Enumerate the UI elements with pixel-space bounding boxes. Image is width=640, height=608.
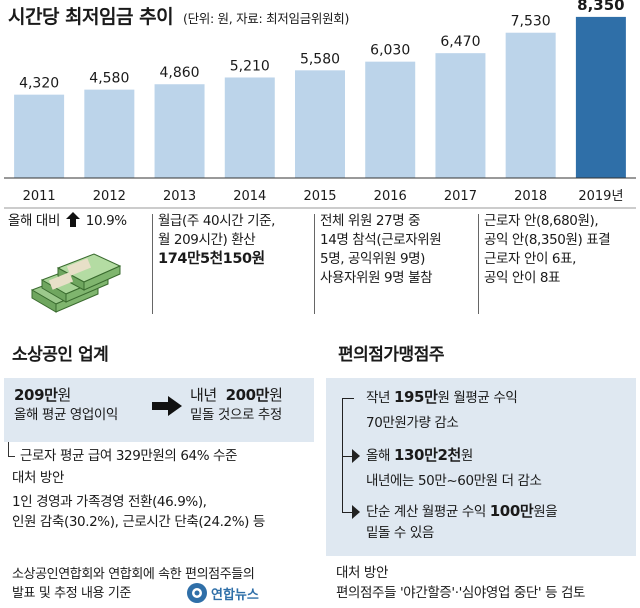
right-highlight-box	[326, 378, 636, 556]
timeline-arrow-icon	[352, 505, 360, 519]
right-countermeasure: 편의점주들 '야간할증'·'심야영업 중단' 등 검토	[336, 585, 586, 601]
item-prefix: 단순 계산 월평균 수익	[366, 504, 486, 520]
x-tick-label: 2015	[303, 189, 336, 204]
info-divider	[314, 214, 315, 314]
vote-line: 근로자 안(8,680원),	[484, 213, 599, 229]
bar-2018	[505, 32, 556, 178]
right-countermeasure-title: 대처 방안	[336, 565, 388, 581]
bar-value-label: 8,350	[577, 0, 624, 14]
bar-2019년	[575, 16, 626, 178]
item-prefix: 작년	[366, 390, 391, 406]
left-countermeasure-1: 1인 경영과 가족경영 전환(46.9%),	[12, 494, 207, 510]
up-arrow-icon	[65, 212, 80, 233]
x-tick-label: 2013	[163, 189, 196, 204]
bar-value-label: 6,470	[440, 34, 480, 50]
committee-line: 사용자위원 9명 불참	[320, 270, 433, 286]
right-item-3-sub: 밑돌 수 있음	[366, 525, 434, 541]
committee-line: 14명 참석(근로자위원	[320, 232, 442, 248]
next-profit: 내년 200만원	[190, 386, 283, 405]
info-col-1: 올해 대비 10.9%	[8, 212, 127, 233]
x-tick-label: 2019년	[578, 189, 623, 204]
bar-value-label: 4,580	[89, 71, 129, 87]
item-suffix: 원 월평균 수익	[437, 390, 518, 406]
vote-line: 공익 안이 8표	[484, 270, 561, 286]
right-item-3: 단순 계산 월평균 수익 100만원을	[366, 502, 558, 522]
item-suffix: 원	[460, 448, 473, 464]
next-year-text: 내년	[190, 386, 217, 404]
committee-line: 전체 위원 27명 중	[320, 213, 421, 229]
info-col-3: 전체 위원 27명 중 14명 참석(근로자위원 5명, 공익위원 9명) 사용…	[320, 212, 442, 288]
yoy-label: 올해 대비	[8, 213, 60, 229]
x-tick-label: 2014	[233, 189, 266, 204]
bar-2012	[84, 89, 135, 178]
right-item-1: 작년 195만원 월평균 수익	[366, 388, 518, 408]
x-tick-label: 2016	[374, 189, 407, 204]
page-subtitle: (단위: 원, 자료: 최저임금위원회)	[183, 11, 350, 26]
info-divider	[478, 214, 479, 314]
committee-line: 5명, 공익위원 9명)	[320, 251, 426, 267]
monthly-wage-line: 월 209시간) 환산	[158, 232, 256, 248]
timeline-tick	[342, 512, 354, 513]
x-tick-label: 2011	[23, 189, 56, 204]
info-col-2: 월급(주 40시간 기준, 월 209시간) 환산 174만5천150원	[158, 212, 275, 269]
left-countermeasure-2: 인원 감축(30.2%), 근로시간 단축(24.2%) 등	[12, 514, 265, 530]
x-tick-label: 2012	[93, 189, 126, 204]
monthly-wage-line: 월급(주 40시간 기준,	[158, 213, 276, 229]
next-profit-label: 밑돌 것으로 추정	[190, 407, 282, 423]
right-item-2-sub: 내년에는 50만~60만원 더 감소	[366, 473, 542, 489]
next-profit-amount: 200만	[225, 386, 270, 404]
bar-2011	[14, 94, 65, 178]
bar-value-label: 5,210	[230, 58, 270, 74]
right-section-title: 편의점가맹점주	[338, 345, 444, 365]
bar-value-label: 4,320	[19, 76, 59, 92]
item-amount: 130만2천	[393, 446, 461, 464]
yonhap-logo: 연합뉴스	[186, 582, 259, 604]
bar-2013	[154, 84, 205, 178]
bar-value-label: 5,580	[300, 51, 340, 67]
timeline-line	[342, 398, 343, 512]
money-stack-icon	[28, 246, 128, 322]
bar-chart: 4,320 2011 4,580 2012 4,860 2013 5,210 2014 5,58…	[4, 0, 636, 209]
yonhap-logo-icon	[187, 583, 207, 603]
bar-2017	[435, 53, 486, 179]
item-amount: 100만	[489, 502, 534, 520]
bar-value-label: 7,530	[511, 14, 551, 30]
timeline-tick	[342, 398, 354, 399]
info-col-4: 근로자 안(8,680원), 공익 안(8,350원) 표결 근로자 안이 6표…	[484, 212, 611, 288]
x-tick-label: 2017	[444, 189, 477, 204]
left-section-title: 소상공인 업계	[12, 345, 109, 365]
yonhap-logo-text: 연합뉴스	[211, 587, 259, 603]
bar-2014	[224, 77, 275, 178]
source-note-2: 발표 및 추정 내용 기준	[12, 586, 131, 601]
connector-line	[8, 442, 15, 457]
right-item-1-sub: 70만원가량 감소	[366, 415, 459, 431]
unit-text: 원	[57, 386, 72, 404]
right-arrow-icon	[152, 396, 182, 420]
timeline-arrow-icon	[352, 449, 360, 463]
right-item-2: 올해 130만2천원	[366, 446, 473, 466]
timeline-tick	[342, 456, 354, 457]
bar-2015	[295, 70, 345, 178]
left-countermeasure-title: 대처 방안	[12, 470, 64, 486]
bar-2016	[365, 61, 416, 178]
yoy-value: 10.9%	[85, 213, 127, 229]
vote-line: 공익 안(8,350원) 표결	[484, 232, 611, 248]
item-prefix: 올해	[366, 448, 391, 464]
salary-ratio-text: 근로자 평균 급여 329만원의 64% 수준	[20, 448, 238, 464]
current-profit-label: 올해 평균 영업이익	[14, 407, 118, 423]
vote-line: 근로자 안이 6표,	[484, 251, 576, 267]
info-divider	[152, 214, 153, 314]
item-amount: 195만	[393, 388, 438, 406]
page-title: 시간당 최저임금 추이	[8, 6, 174, 28]
current-profit-amount: 209만	[14, 386, 58, 404]
monthly-wage-amount: 174만5천150원	[158, 251, 265, 267]
bar-value-label: 4,860	[160, 65, 200, 81]
item-suffix: 원을	[533, 504, 558, 520]
x-tick-label: 2018	[514, 189, 547, 204]
current-profit: 209만원	[14, 386, 71, 405]
unit-text: 원	[269, 386, 283, 404]
source-note-1: 소상공인연합회와 연합회에 속한 편의점주들의	[12, 567, 255, 582]
bar-value-label: 6,030	[370, 43, 410, 59]
